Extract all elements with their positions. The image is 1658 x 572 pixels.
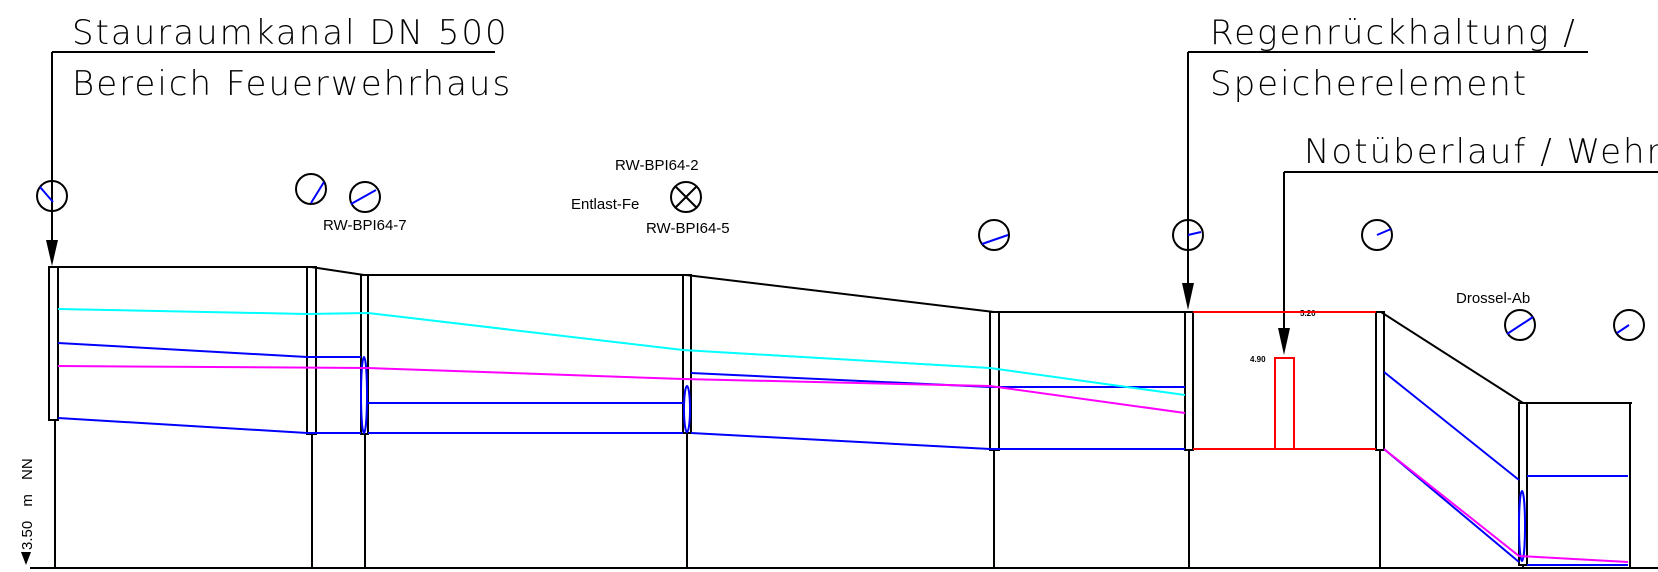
manhole-symbol	[670, 181, 702, 213]
pipe-lines	[57, 342, 1628, 566]
callout-subtitle-speicherelement: Speicherelement	[1210, 64, 1528, 104]
label-entlast-fe: Entlast-Fe	[571, 196, 639, 213]
callout-regenrueckhaltung: Regenrückhaltung / Speicherelement	[1182, 13, 1588, 310]
shaft-walls	[48, 266, 1631, 568]
pipe-section-ellipse	[683, 385, 691, 433]
datum-axis-label: 3.50 m NN	[19, 458, 36, 550]
label-rw-bpi64-5: RW-BPI64-5	[646, 220, 730, 237]
pipe-section-ellipse	[1518, 490, 1526, 562]
manhole-symbol	[1504, 309, 1536, 341]
callout-title-regenrueckhaltung: Regenrückhaltung /	[1210, 13, 1577, 53]
shaft-wall	[48, 266, 59, 421]
energy-line	[57, 308, 1186, 396]
manhole-symbol	[36, 180, 68, 212]
manhole-symbol	[978, 219, 1010, 251]
pipe-crown	[1383, 371, 1520, 481]
overflow-weir	[1274, 357, 1295, 449]
pipe-crown	[57, 342, 361, 358]
datum-unit: m	[19, 494, 36, 507]
shaft-wall	[1184, 311, 1194, 451]
callout-title-notueberlauf: Notüberlauf / Wehr	[1304, 132, 1658, 172]
callout-title-stauraumkanal: Stauraumkanal DN 500	[72, 13, 509, 53]
shaft-wall	[1375, 311, 1385, 451]
manhole-symbol	[1613, 309, 1645, 341]
manhole-symbol	[1361, 219, 1393, 251]
callout-notueberlauf: Notüberlauf / Wehr	[1278, 132, 1658, 355]
callout-arrow-icon	[1278, 328, 1290, 355]
datum-elevation: 3.50	[19, 521, 36, 550]
callout-subtitle-feuerwehrhaus: Bereich Feuerwehrhaus	[72, 64, 512, 104]
storage-element	[1193, 311, 1376, 450]
label-rw-bpi64-7: RW-BPI64-7	[323, 217, 407, 234]
label-tank-top: 5.20	[1300, 309, 1316, 318]
manhole-symbol	[295, 173, 327, 205]
label-drossel-ab: Drossel-Ab	[1456, 290, 1530, 307]
pipe-invert	[57, 417, 361, 434]
callout-arrow-icon	[46, 240, 58, 266]
water-level-line	[57, 365, 1186, 414]
datum-arrow-icon	[21, 552, 31, 565]
label-weir-crest: 4.90	[1250, 355, 1266, 364]
datum-reference: NN	[19, 458, 36, 480]
shaft-wall	[989, 311, 1000, 451]
callout-stauraumkanal: Stauraumkanal DN 500 Bereich Feuerwehrha…	[46, 13, 512, 266]
pipe-invert	[690, 432, 1185, 450]
water-level-line	[1383, 448, 1629, 563]
manhole-symbol	[349, 181, 381, 213]
shaft-wall	[306, 266, 317, 435]
label-rw-bpi64-2: RW-BPI64-2	[615, 157, 699, 174]
pipe-section-ellipse	[360, 356, 368, 434]
manhole-symbol	[1172, 219, 1204, 251]
callout-arrow-icon	[1182, 283, 1194, 310]
